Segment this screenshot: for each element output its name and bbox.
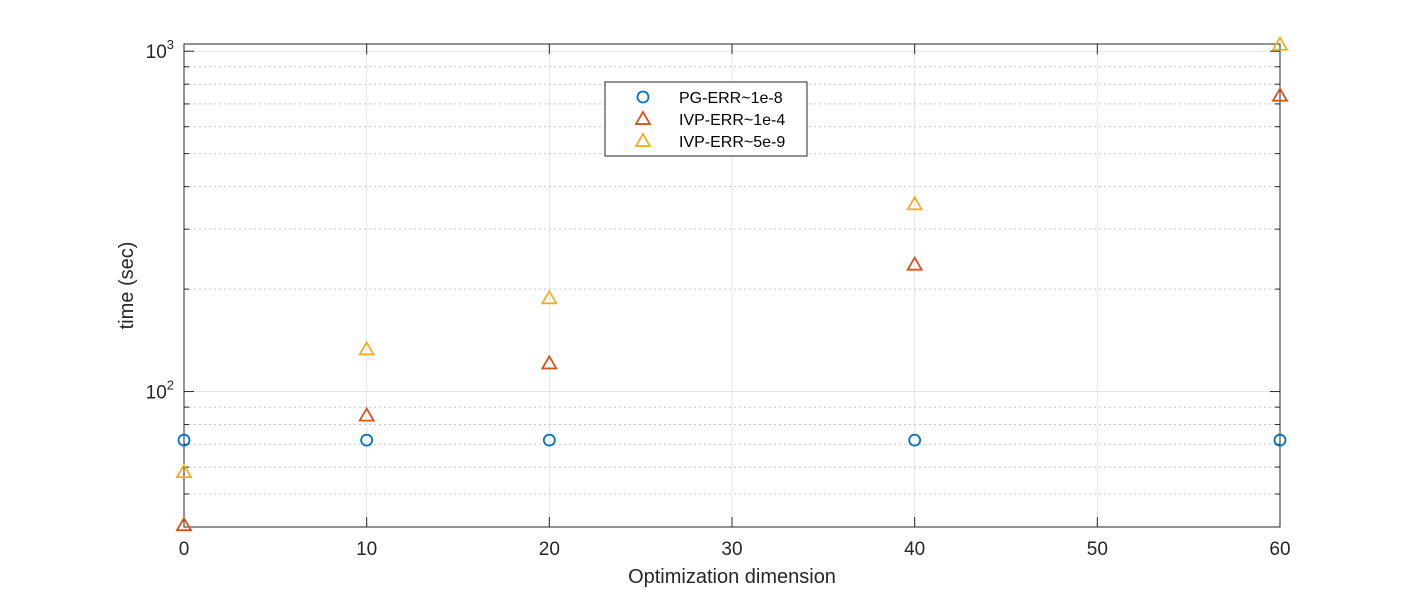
data-point-series-1 xyxy=(542,433,556,447)
x-tick-label: 10 xyxy=(356,539,377,560)
data-point-series-2 xyxy=(540,354,558,370)
data-point-series-1 xyxy=(177,433,191,447)
data-point-series-3 xyxy=(540,289,558,305)
y-axis-label: time (sec) xyxy=(116,242,138,330)
legend: PG-ERR~1e-8 IVP-ERR~1e-4 IVP-ERR~5e-9 xyxy=(604,81,808,157)
legend-marker-series-2 xyxy=(634,110,652,125)
x-axis-label: Optimization dimension xyxy=(628,566,836,588)
x-tick-label: 0 xyxy=(179,539,190,560)
data-point-series-2 xyxy=(1271,86,1289,102)
data-point-series-1 xyxy=(908,433,922,447)
y-tick-base: 10 xyxy=(146,383,167,404)
legend-marker-series-1 xyxy=(636,90,650,104)
data-point-series-3 xyxy=(906,195,924,211)
data-point-series-1 xyxy=(1273,433,1287,447)
legend-label-series-1: PG-ERR~1e-8 xyxy=(679,90,783,107)
legend-label-series-2: IVP-ERR~1e-4 xyxy=(679,112,785,129)
y-tick-label: 103 xyxy=(146,37,174,63)
x-tick-label: 50 xyxy=(1087,539,1108,560)
data-point-series-3 xyxy=(175,463,193,479)
y-tick-exponent: 2 xyxy=(167,378,174,393)
y-tick-label: 102 xyxy=(146,378,174,404)
data-marks xyxy=(175,35,1289,532)
x-tick-label: 30 xyxy=(721,539,742,560)
x-tick-label: 40 xyxy=(904,539,925,560)
y-tick-base: 10 xyxy=(146,42,167,63)
axes xyxy=(183,43,1281,528)
data-point-series-2 xyxy=(906,255,924,271)
data-point-series-2 xyxy=(358,406,376,422)
legend-marker-series-3 xyxy=(634,132,652,147)
data-point-series-3 xyxy=(1271,35,1289,51)
legend-label-series-3: IVP-ERR~5e-9 xyxy=(679,134,785,151)
data-point-series-3 xyxy=(358,340,376,356)
x-tick-label: 60 xyxy=(1269,539,1290,560)
data-point-series-1 xyxy=(360,433,374,447)
y-tick-exponent: 3 xyxy=(167,37,174,52)
data-point-series-2 xyxy=(175,516,193,532)
x-tick-label: 20 xyxy=(539,539,560,560)
